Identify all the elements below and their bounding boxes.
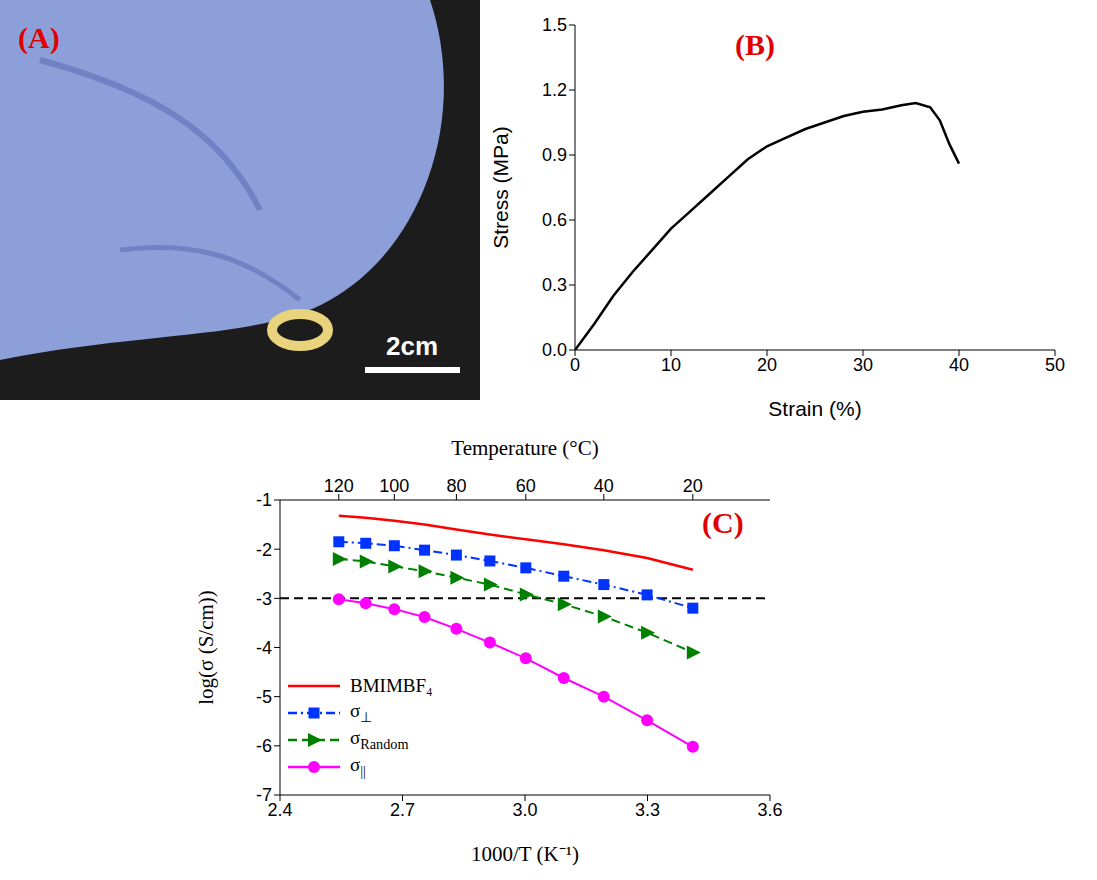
svg-text:(A): (A): [18, 21, 60, 55]
svg-text:1.5: 1.5: [542, 15, 567, 35]
svg-text:120: 120: [324, 476, 354, 496]
html-text:BMIMBF₄: BMIMBF₄: [350, 674, 433, 696]
svg-text:80: 80: [446, 476, 466, 496]
svg-text:3.3: 3.3: [635, 800, 660, 820]
svg-text:0.0: 0.0: [542, 340, 567, 360]
svg-text:20: 20: [757, 355, 777, 375]
svg-text:1000/T (K⁻¹): 1000/T (K⁻¹): [471, 842, 579, 866]
svg-text:-5: -5: [256, 687, 272, 707]
html-text:(C): (C): [702, 506, 744, 539]
html-text:σRandom: σRandom: [350, 726, 409, 752]
svg-text:-6: -6: [256, 736, 272, 756]
svg-text:2.7: 2.7: [390, 800, 415, 820]
svg-text:40: 40: [594, 476, 614, 496]
svg-text:30: 30: [853, 355, 873, 375]
svg-text:2cm: 2cm: [386, 331, 438, 361]
svg-text:Strain (%): Strain (%): [768, 397, 861, 420]
svg-text:2.4: 2.4: [267, 799, 293, 820]
html-text:σ||: σ||: [350, 753, 366, 779]
svg-text:0.6: 0.6: [542, 210, 567, 230]
svg-text:0.9: 0.9: [542, 145, 567, 165]
svg-text:3.6: 3.6: [757, 800, 782, 820]
svg-text:-4: -4: [256, 638, 272, 658]
html-text:σ⊥: σ⊥: [350, 699, 373, 725]
svg-text:-1: -1: [256, 490, 272, 510]
svg-text:-3: -3: [256, 589, 272, 609]
svg-text:40: 40: [949, 355, 969, 375]
svg-text:-7: -7: [256, 785, 272, 805]
svg-text:0.3: 0.3: [542, 275, 567, 295]
svg-text:60: 60: [516, 476, 536, 496]
svg-text:20: 20: [683, 476, 703, 496]
svg-text:log(σ (S/cm)): log(σ (S/cm)): [194, 590, 218, 705]
svg-text:0: 0: [570, 355, 580, 375]
svg-text:-2: -2: [256, 540, 272, 560]
svg-text:10: 10: [661, 355, 681, 375]
svg-text:Temperature (°C): Temperature (°C): [451, 436, 598, 460]
svg-text:1.2: 1.2: [542, 80, 567, 100]
html-text:(B): (B): [735, 28, 775, 61]
svg-text:3.0: 3.0: [512, 800, 537, 820]
svg-text:Stress (MPa): Stress (MPa): [489, 126, 512, 249]
svg-text:50: 50: [1045, 355, 1065, 375]
svg-text:100: 100: [379, 476, 409, 496]
